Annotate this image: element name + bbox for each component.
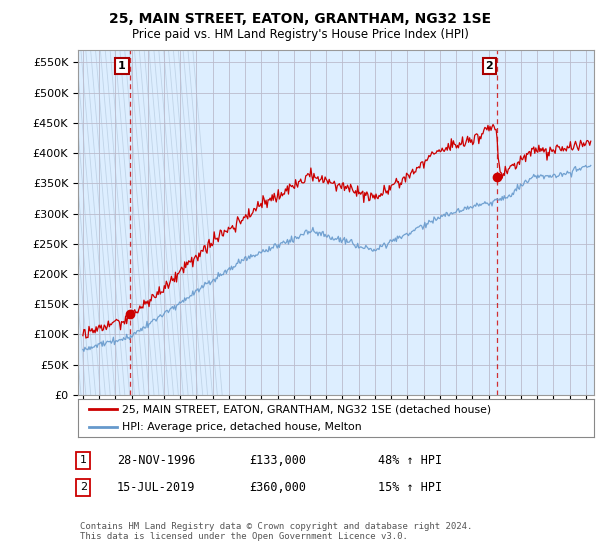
- Text: £133,000: £133,000: [249, 454, 306, 467]
- Text: HPI: Average price, detached house, Melton: HPI: Average price, detached house, Melt…: [122, 422, 361, 432]
- Text: 2: 2: [80, 482, 87, 492]
- Text: Contains HM Land Registry data © Crown copyright and database right 2024.
This d: Contains HM Land Registry data © Crown c…: [80, 522, 472, 542]
- Text: 1: 1: [80, 455, 87, 465]
- Text: £360,000: £360,000: [249, 480, 306, 494]
- Text: 2: 2: [485, 61, 493, 71]
- Text: 25, MAIN STREET, EATON, GRANTHAM, NG32 1SE: 25, MAIN STREET, EATON, GRANTHAM, NG32 1…: [109, 12, 491, 26]
- Text: 1: 1: [118, 61, 126, 71]
- Text: 15-JUL-2019: 15-JUL-2019: [117, 480, 196, 494]
- Text: 28-NOV-1996: 28-NOV-1996: [117, 454, 196, 467]
- Text: 25, MAIN STREET, EATON, GRANTHAM, NG32 1SE (detached house): 25, MAIN STREET, EATON, GRANTHAM, NG32 1…: [122, 404, 491, 414]
- Text: 48% ↑ HPI: 48% ↑ HPI: [378, 454, 442, 467]
- Text: Price paid vs. HM Land Registry's House Price Index (HPI): Price paid vs. HM Land Registry's House …: [131, 28, 469, 41]
- Text: 15% ↑ HPI: 15% ↑ HPI: [378, 480, 442, 494]
